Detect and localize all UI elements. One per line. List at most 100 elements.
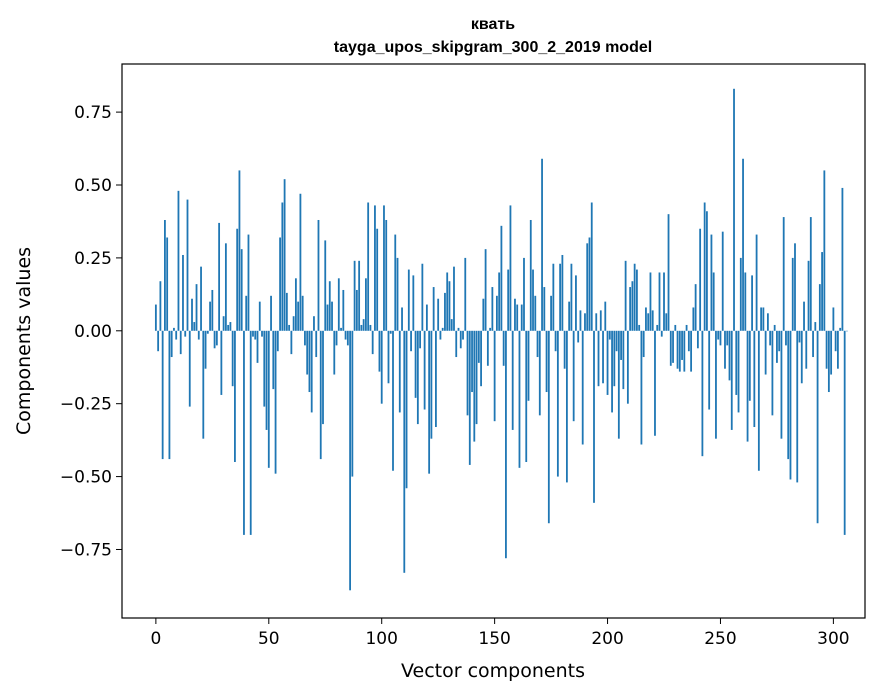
bar: [398, 330, 401, 413]
bar: [579, 310, 582, 331]
x-tick-label: 100: [365, 629, 397, 649]
bar: [692, 307, 695, 331]
bar: [597, 330, 600, 387]
bar: [498, 272, 501, 331]
bar: [586, 243, 589, 331]
bar: [468, 330, 471, 465]
bar: [446, 272, 449, 331]
bar: [710, 234, 713, 331]
bar: [617, 330, 620, 439]
bar: [825, 330, 828, 369]
bar: [392, 330, 394, 471]
bar: [681, 330, 683, 360]
bar: [369, 324, 372, 331]
bar: [403, 330, 406, 573]
bar: [543, 287, 546, 331]
bar: [326, 304, 329, 331]
bar: [780, 330, 783, 439]
bar: [195, 284, 198, 331]
bar: [200, 266, 202, 331]
bar: [416, 330, 419, 425]
bar: [778, 330, 781, 352]
bar: [430, 330, 433, 439]
bar: [776, 330, 778, 363]
bar: [168, 330, 171, 460]
bar: [733, 88, 735, 331]
bar: [656, 324, 659, 331]
bar: [575, 275, 577, 331]
bar: [624, 260, 627, 331]
bar: [640, 330, 643, 445]
x-tick-label: 200: [591, 629, 623, 649]
bar: [762, 307, 765, 331]
bar: [595, 313, 598, 331]
bar: [683, 330, 686, 372]
bar: [428, 330, 431, 474]
x-tick-label: 150: [478, 629, 510, 649]
bar: [669, 330, 672, 366]
bar: [229, 322, 232, 331]
bar: [482, 298, 485, 331]
bar: [577, 330, 580, 343]
bar: [297, 301, 300, 331]
bar: [841, 187, 844, 331]
bar: [764, 330, 767, 375]
bar: [511, 330, 514, 430]
x-tick-label: 300: [817, 629, 849, 649]
bar: [254, 330, 257, 340]
bar: [796, 330, 799, 483]
bar: [785, 330, 787, 346]
bar: [276, 330, 279, 352]
bar: [191, 298, 193, 331]
bar: [568, 301, 571, 331]
bar: [834, 330, 837, 352]
bar: [529, 219, 532, 331]
bar: [324, 240, 327, 331]
bar: [471, 330, 473, 393]
bar: [342, 289, 345, 331]
bar: [706, 211, 708, 331]
bar: [690, 330, 693, 372]
bar: [751, 275, 753, 331]
bar: [157, 330, 160, 352]
bar: [633, 263, 636, 331]
bar: [385, 219, 388, 331]
bar: [211, 289, 214, 331]
bar: [407, 269, 410, 331]
bar: [550, 295, 552, 331]
bar: [584, 313, 586, 331]
bar: [739, 257, 742, 331]
bar: [421, 263, 424, 331]
bar: [608, 330, 611, 340]
bar: [559, 263, 562, 331]
bar: [703, 202, 706, 331]
bar: [493, 330, 496, 422]
bar: [222, 316, 225, 331]
bar: [760, 307, 763, 331]
bar: [495, 295, 498, 331]
bar: [464, 257, 467, 331]
bar: [604, 301, 607, 331]
bar: [455, 330, 458, 358]
bar: [647, 313, 650, 331]
bar: [547, 330, 550, 524]
bar: [726, 330, 729, 346]
bar: [611, 330, 613, 413]
bar: [699, 228, 702, 331]
bar: [821, 252, 823, 331]
bar: [231, 330, 234, 387]
bar: [412, 275, 415, 331]
bar: [556, 330, 559, 477]
bar: [351, 330, 354, 477]
bar: [462, 330, 464, 340]
bar: [489, 327, 492, 331]
bar: [678, 330, 681, 372]
bar: [209, 301, 211, 331]
bar: [520, 304, 523, 331]
bar: [265, 330, 268, 430]
bar: [184, 330, 187, 337]
bar: [773, 324, 776, 331]
bar: [766, 313, 769, 331]
bar: [654, 330, 656, 436]
bar: [744, 272, 747, 331]
